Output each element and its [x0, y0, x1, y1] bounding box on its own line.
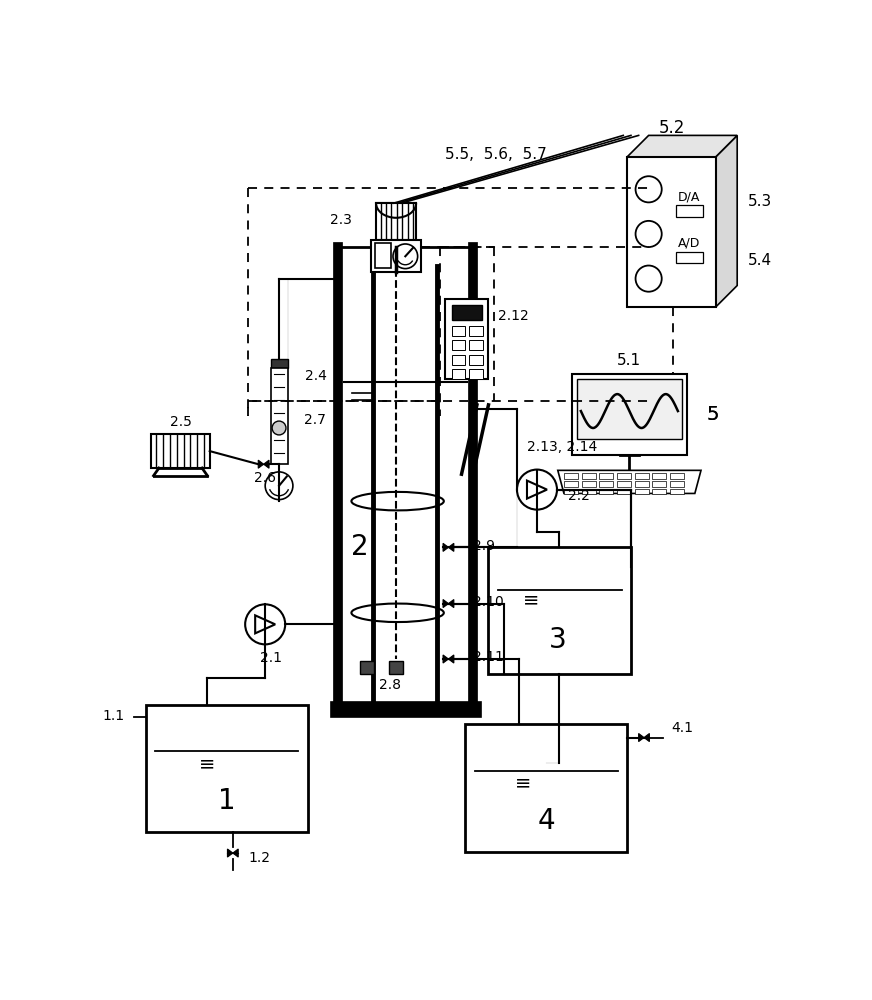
- Bar: [452, 369, 466, 379]
- Bar: [151, 434, 210, 468]
- Polygon shape: [448, 600, 453, 608]
- Bar: [617, 473, 631, 479]
- Text: ≡: ≡: [522, 590, 539, 609]
- Bar: [270, 368, 288, 464]
- Bar: [469, 355, 483, 365]
- Bar: [452, 326, 466, 336]
- Text: 5.1: 5.1: [617, 353, 642, 368]
- Bar: [374, 243, 392, 268]
- Bar: [371, 240, 421, 272]
- Bar: [488, 547, 631, 674]
- Bar: [635, 481, 649, 487]
- Polygon shape: [443, 600, 448, 608]
- Text: 2.9: 2.9: [473, 539, 495, 553]
- Bar: [671, 473, 684, 479]
- Polygon shape: [443, 655, 448, 663]
- Text: 5.4: 5.4: [748, 253, 772, 268]
- Bar: [270, 359, 288, 368]
- Bar: [617, 489, 631, 494]
- Polygon shape: [443, 543, 448, 551]
- Bar: [446, 299, 488, 379]
- Text: 1.2: 1.2: [249, 851, 270, 865]
- Bar: [564, 489, 578, 494]
- Bar: [389, 661, 403, 674]
- Bar: [469, 326, 483, 336]
- Text: 2.10: 2.10: [473, 595, 504, 609]
- Bar: [635, 489, 649, 494]
- Text: 2.13, 2.14: 2.13, 2.14: [527, 440, 597, 454]
- Text: 2.8: 2.8: [379, 678, 401, 692]
- Polygon shape: [638, 733, 644, 742]
- Text: 2.12: 2.12: [498, 309, 528, 323]
- Bar: [671, 489, 684, 494]
- Text: 2.3: 2.3: [330, 213, 351, 227]
- Text: 5.2: 5.2: [658, 119, 685, 137]
- Bar: [452, 355, 466, 365]
- Text: 5: 5: [706, 405, 719, 424]
- Polygon shape: [263, 460, 269, 468]
- Bar: [652, 489, 666, 494]
- Text: ≡: ≡: [515, 773, 531, 792]
- Bar: [572, 374, 687, 455]
- Bar: [627, 157, 716, 307]
- Text: 2: 2: [351, 533, 369, 561]
- Bar: [466, 724, 627, 852]
- Text: 2.11: 2.11: [473, 650, 504, 664]
- Bar: [469, 369, 483, 379]
- Text: 1: 1: [218, 787, 235, 815]
- Bar: [635, 473, 649, 479]
- Text: 2.5: 2.5: [169, 415, 192, 429]
- Bar: [564, 481, 578, 487]
- Bar: [577, 379, 682, 439]
- Text: 3: 3: [548, 626, 567, 654]
- Text: 4: 4: [537, 807, 555, 835]
- Bar: [617, 481, 631, 487]
- Text: 5: 5: [706, 405, 719, 424]
- Bar: [676, 252, 704, 263]
- Text: 2.6: 2.6: [254, 471, 276, 485]
- Bar: [469, 340, 483, 350]
- Polygon shape: [558, 470, 701, 493]
- Text: 5.3: 5.3: [748, 194, 773, 209]
- Polygon shape: [228, 849, 233, 857]
- Polygon shape: [233, 849, 238, 857]
- Bar: [671, 481, 684, 487]
- Bar: [599, 473, 613, 479]
- Bar: [146, 705, 308, 832]
- Polygon shape: [448, 655, 453, 663]
- Bar: [582, 489, 596, 494]
- Bar: [652, 473, 666, 479]
- Text: ≡: ≡: [199, 754, 215, 773]
- Text: 5.5,  5.6,  5.7: 5.5, 5.6, 5.7: [446, 147, 547, 162]
- Polygon shape: [644, 733, 650, 742]
- Text: 1.1: 1.1: [102, 709, 125, 723]
- Polygon shape: [716, 135, 737, 307]
- Text: 4.1: 4.1: [671, 721, 693, 735]
- Bar: [599, 489, 613, 494]
- Polygon shape: [448, 543, 453, 551]
- Bar: [582, 473, 596, 479]
- Text: 2.2: 2.2: [568, 489, 589, 503]
- Text: D/A: D/A: [678, 190, 700, 204]
- Bar: [376, 203, 416, 240]
- Bar: [599, 481, 613, 487]
- Polygon shape: [258, 460, 263, 468]
- Bar: [452, 305, 482, 320]
- Bar: [582, 481, 596, 487]
- Text: 2.7: 2.7: [303, 413, 325, 427]
- Bar: [360, 661, 374, 674]
- Bar: [452, 340, 466, 350]
- Bar: [564, 473, 578, 479]
- Bar: [676, 205, 704, 217]
- Text: 2.1: 2.1: [261, 651, 283, 665]
- Text: A/D: A/D: [678, 237, 700, 250]
- Text: 2.4: 2.4: [305, 369, 327, 383]
- Circle shape: [272, 421, 286, 435]
- Bar: [652, 481, 666, 487]
- Polygon shape: [627, 135, 737, 157]
